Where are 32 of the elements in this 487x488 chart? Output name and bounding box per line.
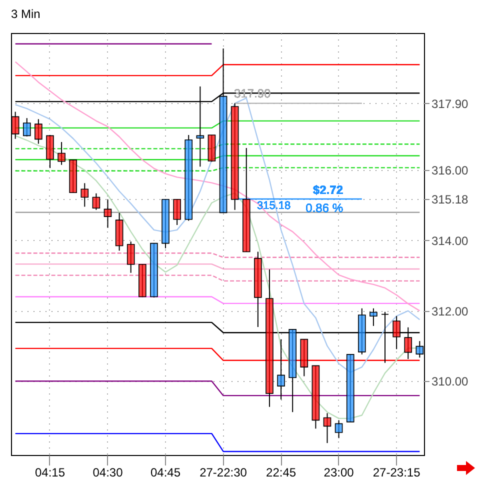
- x-tick-label: 04:30: [92, 466, 124, 480]
- candlestick: [104, 198, 112, 228]
- y-tick-label: 317.90: [432, 96, 469, 111]
- x-tick-label: 04:15: [34, 466, 66, 480]
- chart-title: 3 Min: [11, 7, 40, 21]
- candlestick: [277, 338, 285, 400]
- y-tick-label: 315.18: [432, 192, 469, 206]
- annotation: $2.72: [312, 182, 344, 197]
- candlestick: [92, 192, 100, 210]
- candlestick: [58, 142, 66, 166]
- candlestick: [370, 308, 378, 326]
- candlestick: [34, 118, 42, 144]
- x-tick-label: 27-23:15: [372, 466, 421, 480]
- annotation: 0.86 %: [306, 200, 344, 215]
- candlestick: [323, 412, 332, 444]
- y-tick-label: 312.00: [432, 304, 469, 318]
- candlestick: [46, 134, 54, 169]
- x-tick-label: 23:00: [324, 466, 354, 480]
- annotation: 315.18: [257, 200, 291, 212]
- x-tick-label: 27-22:30: [200, 466, 248, 480]
- candlestick: [22, 118, 31, 137]
- candlestick: [80, 182, 89, 208]
- candlestick: [334, 420, 343, 439]
- line-series: [14, 97, 420, 373]
- x-tick-label: 04:45: [150, 466, 181, 480]
- candlestick: [173, 198, 181, 226]
- candlestick: [126, 241, 135, 274]
- y-tick-label: 316.00: [432, 164, 469, 178]
- y-tick-label: 314.00: [432, 234, 469, 248]
- y-tick-label: 310.00: [432, 374, 469, 389]
- x-tick-label: 22:45: [266, 466, 296, 480]
- line-series: [14, 61, 420, 312]
